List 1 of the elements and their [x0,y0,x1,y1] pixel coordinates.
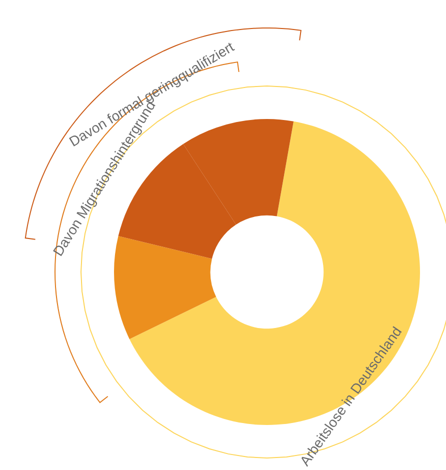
donut-slice [114,236,216,340]
